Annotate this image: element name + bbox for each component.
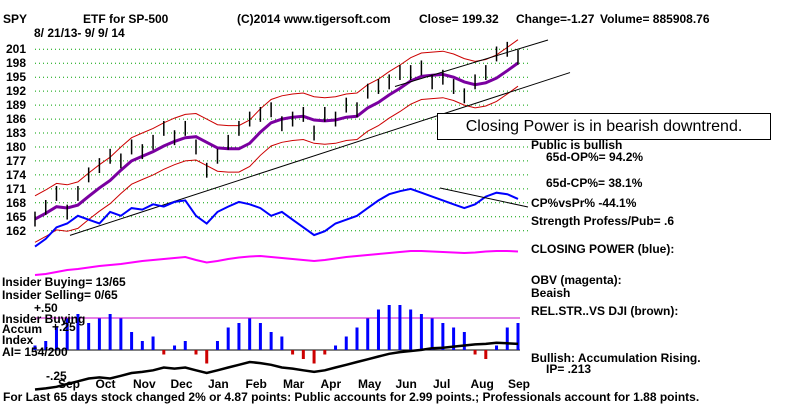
ai-label: AI= 154/200	[2, 345, 68, 359]
y-tick-label: 162	[6, 223, 27, 238]
obv-label: OBV (magenta):	[531, 273, 622, 287]
public-bullish-label: Public is bullish	[531, 138, 623, 152]
x-tick-label: May	[358, 377, 382, 391]
support-trendline	[69, 72, 571, 236]
y-tick-label: 189	[6, 98, 27, 113]
obv-state: Beaish	[531, 286, 571, 300]
y-tick-label: 195	[6, 70, 27, 85]
upper-band-line	[34, 39, 519, 197]
x-tick-label: Jan	[208, 377, 229, 391]
index-label: Index	[2, 333, 34, 347]
x-tick-label: Feb	[245, 377, 267, 391]
y-tick-label: 183	[6, 126, 27, 141]
x-tick-label: Sep	[58, 377, 81, 391]
change-value: Change=-1.27	[516, 12, 595, 26]
chart-title: ETF for SP-500	[83, 12, 169, 26]
date-range: 8/ 21/13- 9/ 9/ 14	[34, 26, 125, 40]
y-tick-label: 177	[6, 153, 27, 168]
ip-label: IP= .213	[546, 362, 592, 376]
y-tick-label: 201	[6, 42, 27, 57]
minus25-label: -.25	[46, 369, 67, 383]
plus25-label: +.25	[52, 320, 76, 334]
cp-vs-pr: CP%vsPr% -44.1%	[531, 196, 637, 210]
x-tick-label: Apr	[320, 377, 342, 391]
close-value: Close= 199.32	[419, 12, 499, 26]
op-pct: 65d-OP%= 94.2%	[546, 150, 644, 164]
insider-buying-label: Insider Buying	[2, 312, 86, 326]
y-tick-label: 198	[6, 56, 27, 71]
y-tick-label: 186	[6, 112, 27, 127]
callout-box: Closing Power is in bearish downtrend.	[437, 113, 771, 140]
strength-ratio: Strength Profess/Pub= .6	[531, 214, 675, 228]
cp-downtrend-line	[439, 187, 529, 208]
x-tick-label: Nov	[133, 377, 156, 391]
x-tick-label: Mar	[283, 377, 305, 391]
x-tick-label: Dec	[170, 377, 193, 391]
y-tick-label: 168	[6, 195, 27, 210]
y-tick-label: 180	[6, 139, 27, 154]
closing-power-line	[34, 187, 519, 248]
x-tick-label: Oct	[95, 377, 116, 391]
footer-note: For Last 65 days stock changed 2% or 4.8…	[3, 390, 700, 404]
x-tick-label: Jul	[433, 377, 451, 391]
ticker-label: SPY	[3, 12, 28, 26]
moving-average-line	[34, 61, 519, 221]
accum-label: Accum	[2, 322, 43, 336]
x-tick-label: Jun	[395, 377, 417, 391]
volume-value: Volume= 885908.76	[600, 12, 710, 26]
y-tick-label: 165	[6, 209, 27, 224]
source-label: (C)2014 www.tigersoft.com	[237, 12, 391, 26]
y-tick-label: 174	[6, 167, 27, 182]
bullish-label: Bullish: Accumulation Rising.	[531, 351, 701, 365]
closing-power-label: CLOSING POWER (blue):	[531, 242, 675, 256]
rel-strength-line	[34, 341, 519, 391]
insider-buying-ratio: Insider Buying= 13/65	[2, 275, 126, 289]
plus50-label: +.50	[34, 301, 58, 315]
y-tick-label: 192	[6, 84, 27, 99]
cp-pct: 65d-CP%= 38.1%	[546, 176, 643, 190]
insider-selling-ratio: Insider Selling= 0/65	[2, 288, 118, 302]
rel-str-label: REL.STR..VS DJI (brown):	[531, 304, 679, 318]
obv-line	[34, 250, 519, 276]
x-tick-label: Sep	[508, 377, 531, 391]
lower-band-line	[34, 85, 519, 243]
channel-trendline	[394, 39, 549, 87]
y-tick-label: 171	[6, 181, 27, 196]
x-tick-label: Aug	[470, 377, 494, 391]
